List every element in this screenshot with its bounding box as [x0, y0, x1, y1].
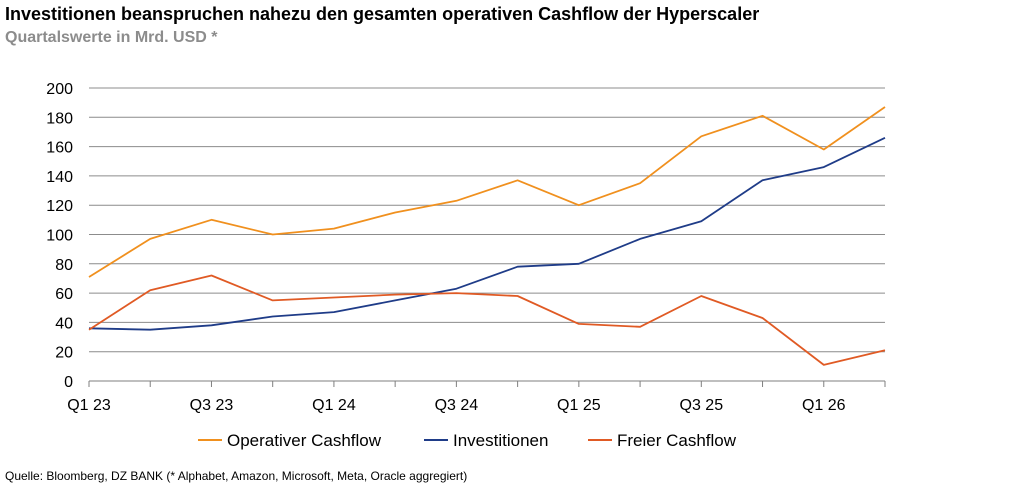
chart-title: Investitionen beanspruchen nahezu den ge… — [5, 4, 760, 24]
y-tick-label: 100 — [46, 228, 73, 245]
legend: Operativer Cashflow Investitionen Freier C… — [198, 431, 737, 450]
x-tick-label: Q1 26 — [802, 397, 846, 414]
y-tick-label: 200 — [46, 81, 73, 98]
x-tick-label: Q3 25 — [680, 397, 724, 414]
series-lines — [88, 106, 886, 366]
y-tick-label: 160 — [46, 140, 73, 157]
chart-subtitle: Quartalswerte in Mrd. USD * — [5, 29, 218, 46]
x-tick-label: Q1 23 — [67, 397, 111, 414]
legend-label: Operativer Cashflow — [227, 431, 382, 450]
legend-label: Freier Cashflow — [617, 431, 737, 450]
series-line-freier-cashflow — [88, 274, 886, 366]
x-tick-label: Q1 24 — [312, 397, 356, 414]
y-tick-label: 120 — [46, 198, 73, 215]
y-tick-label: 20 — [55, 345, 73, 362]
gridlines — [89, 87, 885, 353]
y-tick-label: 80 — [55, 257, 73, 274]
x-axis — [88, 380, 886, 387]
x-tick-label: Q3 23 — [190, 397, 234, 414]
y-tick-label: 0 — [64, 374, 73, 391]
x-axis-tick-labels: Q1 23 Q3 23 Q1 24 Q3 24 Q1 25 Q3 25 Q1 26 — [67, 397, 845, 414]
y-axis-tick-labels: 0 20 40 60 80 100 120 140 160 180 200 — [46, 81, 73, 391]
source-note: Quelle: Bloomberg, DZ BANK (* Alphabet, … — [5, 469, 468, 483]
x-tick-label: Q1 25 — [557, 397, 601, 414]
series-line-operativer-cashflow — [88, 106, 886, 278]
y-tick-label: 60 — [55, 286, 73, 303]
y-tick-label: 140 — [46, 169, 73, 186]
legend-label: Investitionen — [453, 431, 548, 450]
y-tick-label: 40 — [55, 315, 73, 332]
x-tick-label: Q3 24 — [435, 397, 479, 414]
series-line-investitionen — [88, 136, 886, 331]
y-tick-label: 180 — [46, 110, 73, 127]
